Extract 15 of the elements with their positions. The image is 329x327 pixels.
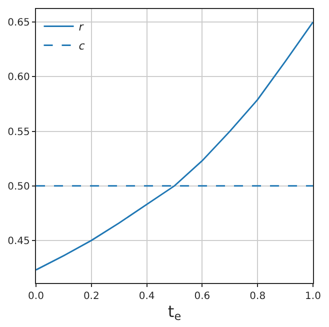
y-tick-label: 0.50 [8, 181, 30, 192]
y-tick-label: 0.65 [8, 18, 30, 29]
x-axis-title: t$_{e}$ [168, 302, 182, 324]
x-tick-label: 0.4 [138, 291, 155, 302]
x-tick-label: 0.0 [28, 291, 44, 302]
legend-label: c [78, 40, 85, 53]
y-tick-label: 0.55 [8, 126, 30, 138]
line-series [36, 21, 313, 271]
y-tick-label: 0.60 [8, 72, 30, 84]
legend-label: r [78, 20, 85, 34]
x-tick-label: 1.0 [305, 291, 321, 302]
x-tick-label: 0.6 [194, 291, 210, 302]
y-tick-label: 0.45 [8, 236, 30, 247]
x-tick-label: 0.8 [250, 291, 266, 302]
x-tick-label: 0.2 [83, 291, 100, 302]
